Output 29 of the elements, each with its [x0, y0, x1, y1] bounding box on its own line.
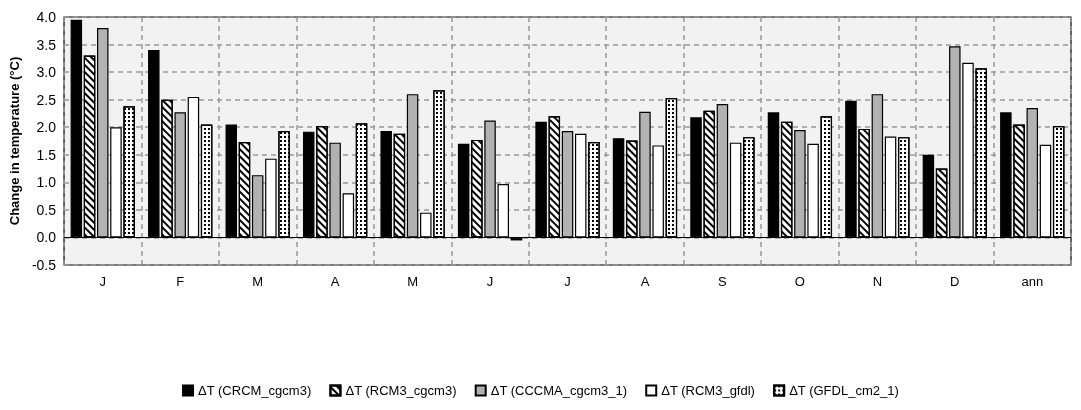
y-tick-label: 2.5: [36, 91, 57, 108]
x-tick-label: O: [794, 274, 805, 289]
y-tick-label: 3.5: [36, 36, 57, 53]
x-tick-label: A: [640, 274, 650, 289]
x-tick-label: M: [407, 274, 419, 289]
y-tick-label: 1.5: [36, 146, 57, 163]
legend-label: ΔT (CRCM_cgcm3): [198, 383, 312, 398]
x-tick-label: ann: [1021, 274, 1044, 289]
y-tick-label: 0.0: [36, 229, 57, 246]
x-tick-label: J: [99, 274, 106, 289]
x-tick-label: N: [872, 274, 883, 289]
legend-label: ΔT (RCM3_gfdl): [661, 383, 755, 398]
y-axis-title: Change in temperature (°C): [7, 56, 22, 226]
x-tick-label: D: [950, 274, 960, 289]
x-tick-label: S: [718, 274, 728, 289]
y-tick-label: 0.5: [36, 201, 57, 218]
y-tick-label: 2.0: [36, 119, 57, 136]
legend-label: ΔT (GFDL_cm2_1): [789, 383, 899, 398]
x-tick-label: F: [176, 274, 185, 289]
x-tick-label: M: [252, 274, 264, 289]
x-tick-label: J: [564, 274, 571, 289]
legend-label: ΔT (CCCMA_cgcm3_1): [490, 383, 627, 398]
legend-label: ΔT (RCM3_cgcm3): [345, 383, 457, 398]
x-tick-label: J: [486, 274, 494, 289]
x-tick-label: A: [330, 274, 340, 289]
y-tick-label: -0.5: [31, 257, 57, 273]
y-tick-label: 3.0: [36, 64, 57, 81]
y-tick-label: 4.0: [36, 9, 57, 25]
y-tick-label: 1.0: [36, 174, 57, 191]
